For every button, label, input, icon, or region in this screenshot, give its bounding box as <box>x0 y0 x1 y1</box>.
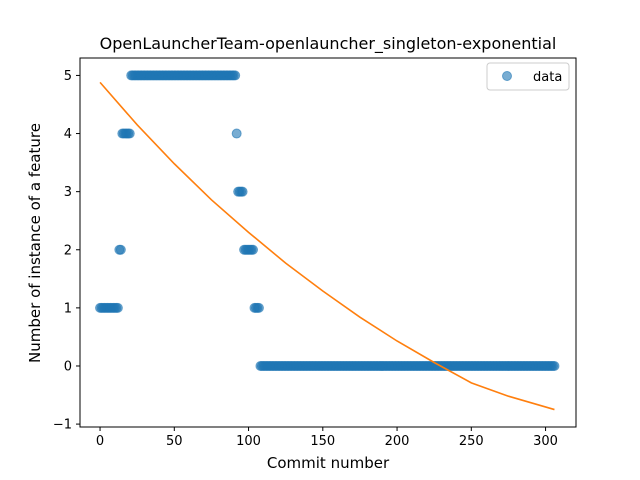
data-point <box>253 302 264 313</box>
x-tick-label: 0 <box>96 434 104 449</box>
x-tick-label: 100 <box>236 434 261 449</box>
scatter-series <box>95 70 560 371</box>
legend-box <box>486 62 570 91</box>
data-point <box>248 244 259 255</box>
x-tick-label: 300 <box>533 434 558 449</box>
x-axis-label: Commit number <box>267 454 390 472</box>
y-tick-label: 1 <box>64 301 72 316</box>
fit-line <box>99 81 555 411</box>
x-tick-label: 150 <box>310 434 335 449</box>
data-point <box>230 70 241 81</box>
y-tick-label: 5 <box>64 69 72 84</box>
x-tick-label: 200 <box>385 434 410 449</box>
plot-area: 0 50 100 150 200 250 300 −1 0 1 2 3 4 5 <box>53 57 577 449</box>
y-tick-label: 4 <box>64 127 72 142</box>
data-point <box>115 244 126 255</box>
data-point <box>231 128 242 139</box>
y-tick-label: 2 <box>64 243 72 258</box>
y-tick-label: −1 <box>53 418 72 433</box>
axes-frame <box>79 57 577 428</box>
chart-title: OpenLauncherTeam-openlauncher_singleton-… <box>100 34 557 54</box>
y-tick-label: 0 <box>64 359 72 374</box>
data-point <box>549 360 560 371</box>
legend-marker <box>502 71 512 81</box>
x-tick-label: 50 <box>166 434 183 449</box>
y-tick-label: 3 <box>64 185 72 200</box>
legend-label: data <box>533 70 562 85</box>
legend: data <box>486 62 570 91</box>
data-point <box>124 128 135 139</box>
y-axis-label: Number of instance of a feature <box>26 123 44 363</box>
data-point <box>112 302 123 313</box>
x-tick-label: 250 <box>459 434 484 449</box>
data-point <box>237 186 248 197</box>
